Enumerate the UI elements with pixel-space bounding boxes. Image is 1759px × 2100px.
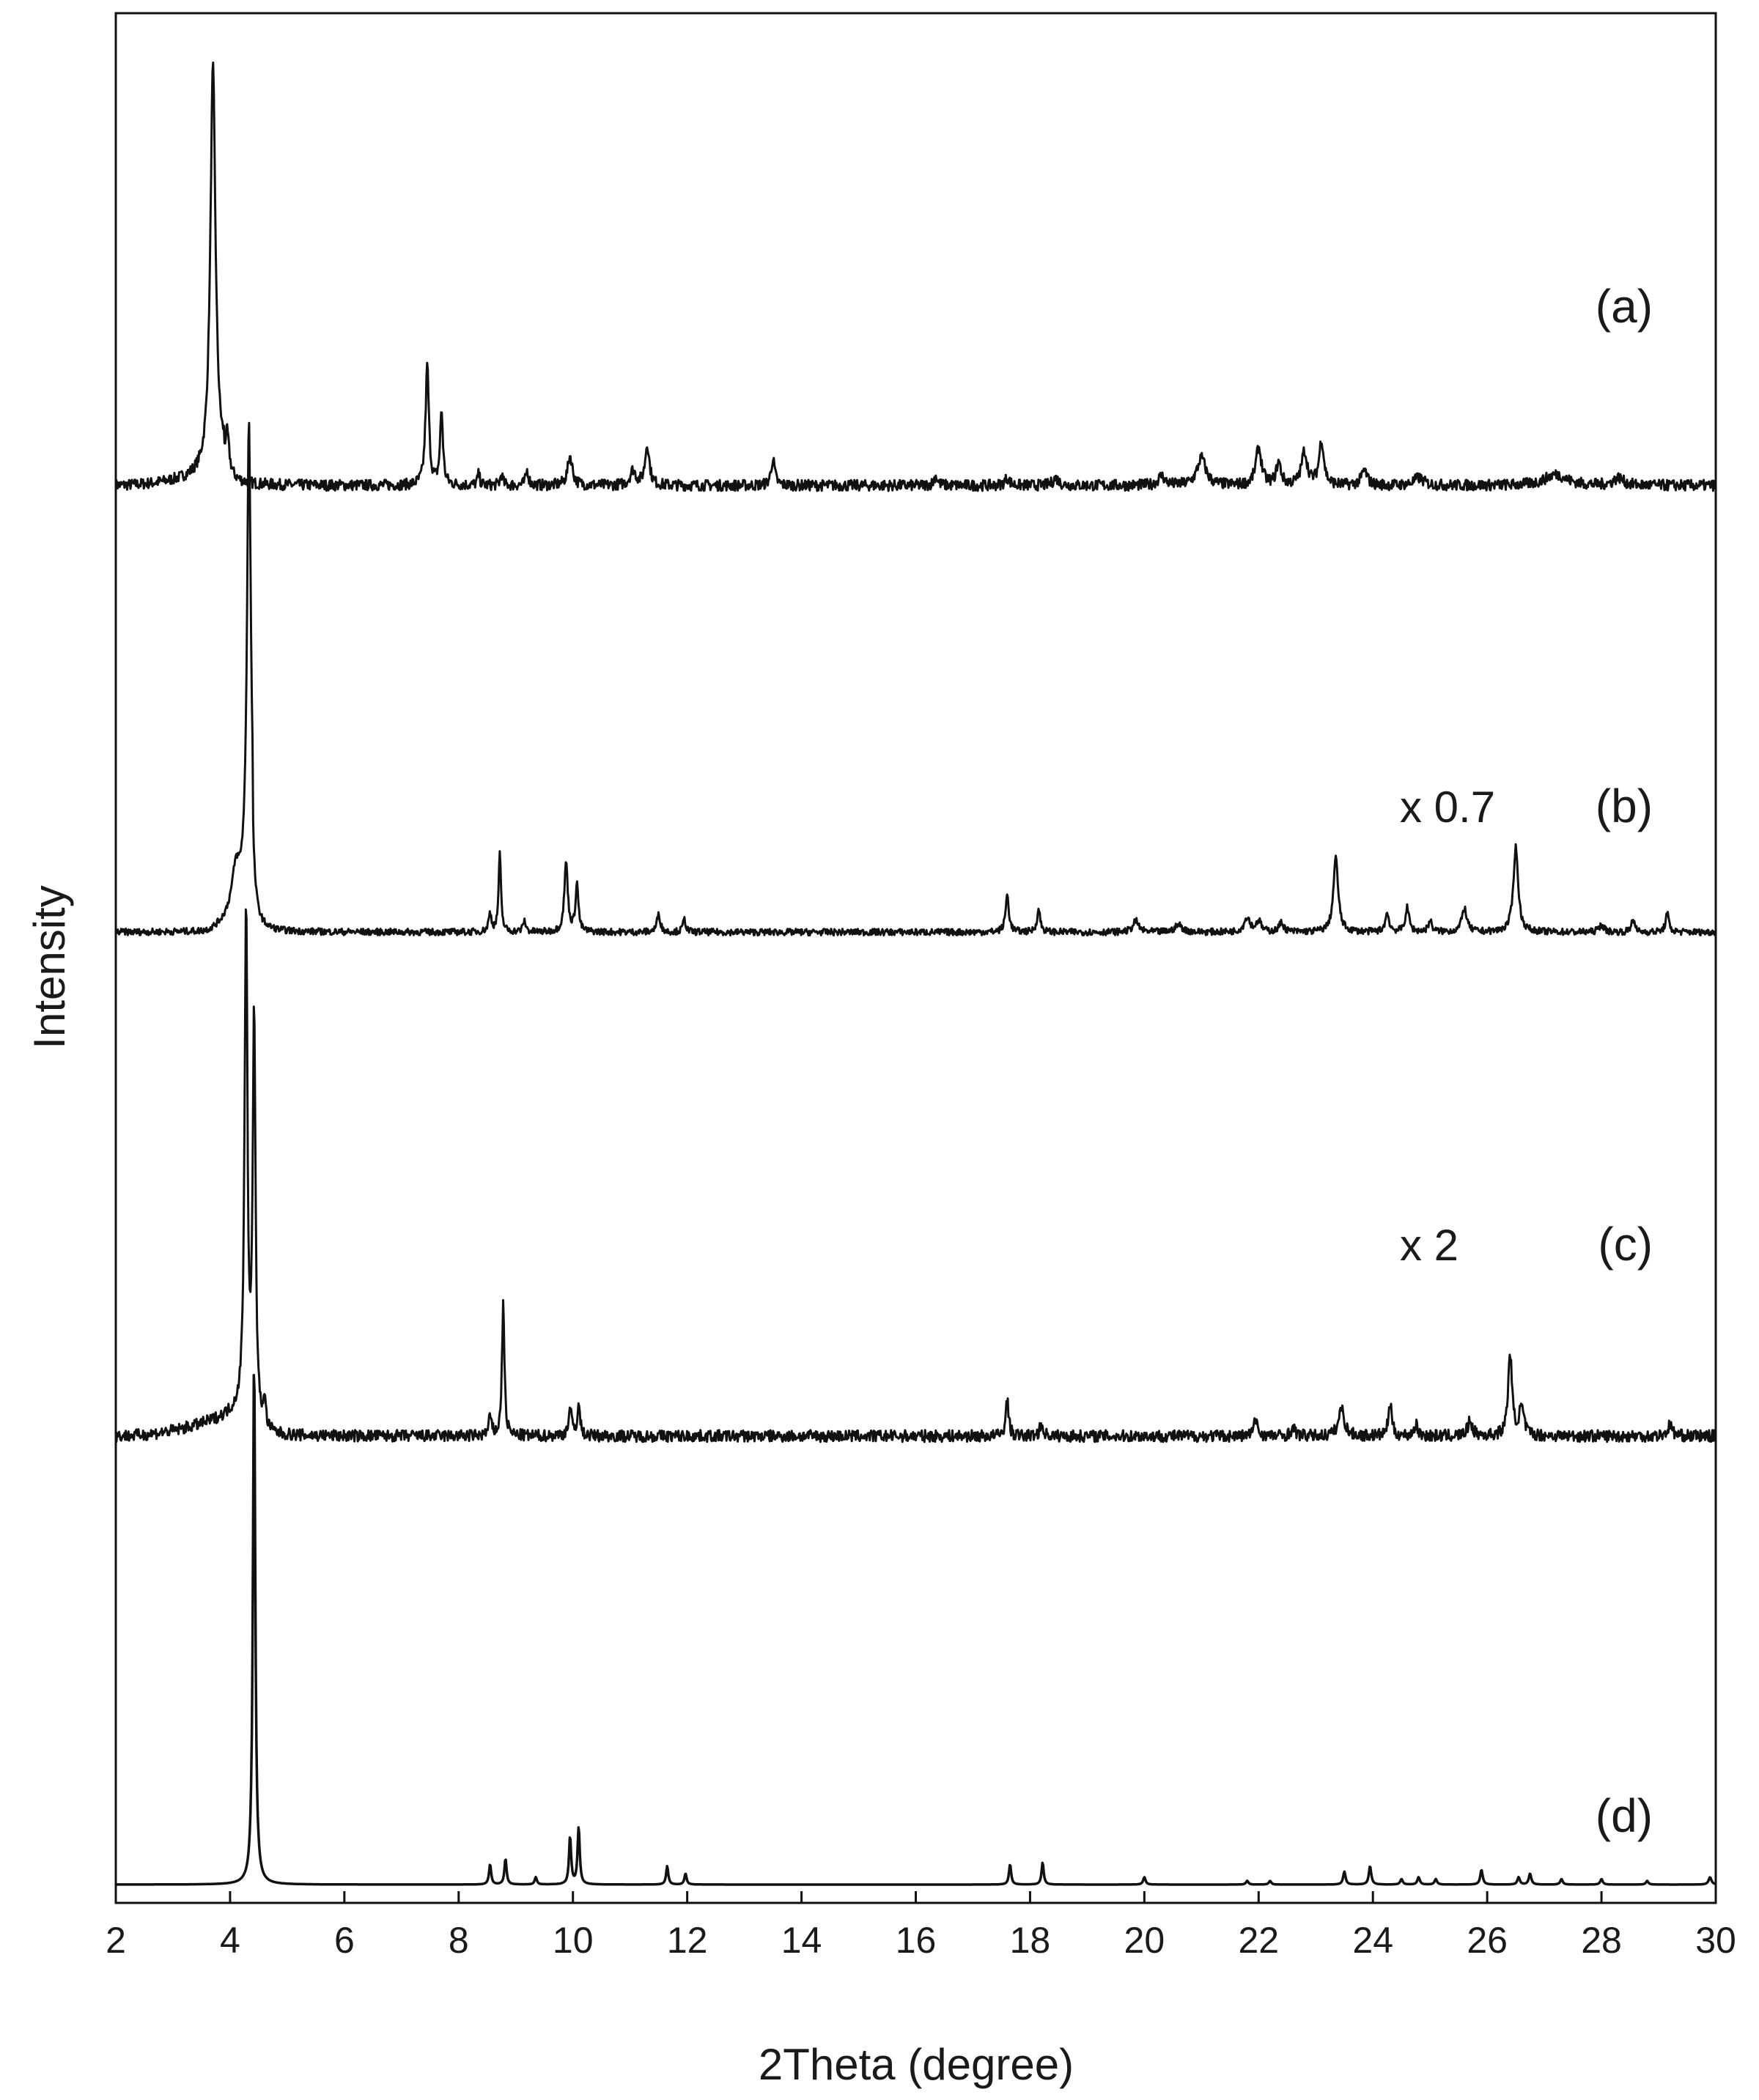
series-line [114,421,1717,937]
x-axis-label: 2Theta (degree) [759,2040,1074,2089]
series-group: (a) (b) x 0.7 (c) x 2 (d) [114,62,1717,1886]
x-tick-label: 22 [1238,1920,1279,1961]
series-label: (c) [1598,1218,1653,1271]
x-axis-ticks: 2 4 6 8 10 12 14 16 18 20 22 24 26 28 30 [106,1891,1736,1961]
x-tick-label: 8 [449,1920,469,1961]
plot-frame [114,12,1717,1904]
y-axis-label: Intensity [25,885,74,1049]
x-tick-label: 4 [220,1920,240,1961]
x-tick-label: 26 [1467,1920,1508,1961]
x-tick-label: 16 [896,1920,937,1961]
x-tick-label: 18 [1010,1920,1051,1961]
series-line [114,908,1717,1443]
x-tick-label: 2 [106,1920,126,1961]
series-line [114,62,1717,492]
x-tick-label: 6 [334,1920,355,1961]
x-tick-label: 14 [781,1920,822,1961]
x-tick-label: 20 [1124,1920,1165,1961]
x-tick-label: 10 [553,1920,594,1961]
scale-annotation: x 2 [1400,1221,1459,1270]
series-line [115,1374,1716,1886]
x-tick-label: 28 [1581,1920,1622,1961]
x-tick-label: 12 [667,1920,708,1961]
scale-annotation: x 0.7 [1400,783,1495,832]
series-label: (b) [1596,780,1653,832]
series-label: (a) [1596,280,1653,333]
series-label: (d) [1596,1789,1653,1842]
x-tick-label: 30 [1695,1920,1736,1961]
x-tick-label: 24 [1352,1920,1393,1961]
